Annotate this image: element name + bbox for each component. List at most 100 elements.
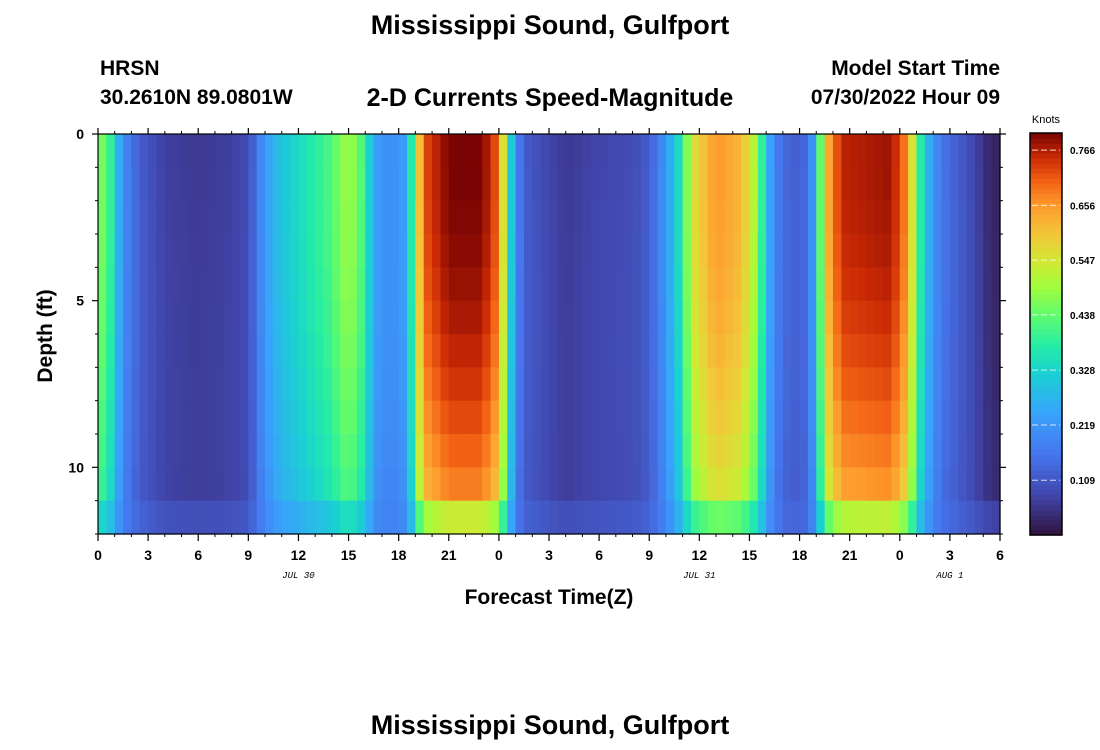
heatmap-cell bbox=[273, 400, 283, 435]
heatmap-cell bbox=[933, 134, 943, 168]
heatmap-cell bbox=[891, 167, 901, 202]
heatmap-cell bbox=[256, 367, 266, 402]
heatmap-cell bbox=[858, 434, 867, 468]
heatmap-cell bbox=[849, 267, 859, 302]
heatmap-cell bbox=[690, 234, 700, 268]
heatmap-cell bbox=[265, 467, 274, 502]
heatmap-cell bbox=[407, 300, 416, 335]
colorbar-segment bbox=[1030, 394, 1062, 400]
heatmap-cell bbox=[315, 167, 325, 202]
heatmap-cell bbox=[214, 400, 224, 435]
heatmap-cell bbox=[849, 200, 859, 235]
heatmap-cell bbox=[707, 134, 717, 168]
heatmap-cell bbox=[974, 367, 984, 402]
heatmap-cell bbox=[139, 434, 149, 468]
heatmap-cell bbox=[498, 167, 508, 202]
heatmap-cell bbox=[348, 500, 358, 535]
heatmap-cell bbox=[874, 200, 884, 235]
heatmap-cell bbox=[607, 367, 617, 402]
heatmap-cell bbox=[974, 500, 984, 535]
colorbar-segment bbox=[1030, 153, 1062, 159]
heatmap-cell bbox=[181, 500, 191, 535]
heatmap-cell bbox=[532, 200, 542, 235]
heatmap-cell bbox=[281, 400, 291, 435]
heatmap-cell bbox=[189, 167, 199, 202]
heatmap-cell bbox=[883, 500, 893, 535]
heatmap-cell bbox=[657, 300, 667, 335]
heatmap-cell bbox=[816, 467, 826, 502]
heatmap-cell bbox=[791, 434, 801, 468]
heatmap-cell bbox=[448, 467, 458, 502]
heatmap-cell bbox=[214, 467, 224, 502]
heatmap-cell bbox=[858, 400, 867, 435]
heatmap-cell bbox=[189, 367, 199, 402]
heatmap-cell bbox=[690, 200, 700, 235]
heatmap-cell bbox=[440, 267, 450, 302]
heatmap-cell bbox=[482, 300, 492, 335]
heatmap-cell bbox=[356, 200, 366, 235]
heatmap-cell bbox=[356, 434, 366, 468]
heatmap-cell bbox=[239, 134, 249, 168]
heatmap-cell bbox=[523, 500, 533, 535]
heatmap-cell bbox=[824, 400, 834, 435]
heatmap-cell bbox=[933, 400, 943, 435]
heatmap-cell bbox=[290, 267, 300, 302]
heatmap-cell bbox=[223, 500, 233, 535]
heatmap-cell bbox=[674, 234, 684, 268]
heatmap-cell bbox=[832, 400, 842, 435]
heatmap-cell bbox=[682, 334, 692, 368]
heatmap-cell bbox=[281, 167, 291, 202]
heatmap-cell bbox=[256, 334, 266, 368]
heatmap-cell bbox=[791, 367, 801, 402]
heatmap-cell bbox=[741, 467, 751, 502]
heatmap-cell bbox=[991, 267, 1001, 302]
heatmap-cell bbox=[958, 167, 968, 202]
heatmap-cell bbox=[874, 434, 884, 468]
heatmap-cell bbox=[649, 234, 659, 268]
heatmap-cell bbox=[532, 434, 542, 468]
heatmap-cell bbox=[699, 300, 709, 335]
heatmap-cell bbox=[356, 400, 366, 435]
heatmap-cell bbox=[315, 400, 325, 435]
heatmap-cell bbox=[908, 467, 918, 502]
heatmap-cell bbox=[473, 500, 483, 535]
heatmap-cell bbox=[832, 434, 842, 468]
colorbar-segment bbox=[1030, 464, 1062, 471]
heatmap-cell bbox=[624, 434, 634, 468]
heatmap-cell bbox=[749, 400, 759, 435]
heatmap-cell bbox=[323, 300, 333, 335]
heatmap-cell bbox=[365, 467, 375, 502]
heatmap-cell bbox=[874, 367, 884, 402]
heatmap-cell bbox=[657, 367, 667, 402]
heatmap-cell bbox=[239, 267, 249, 302]
heatmap-cell bbox=[214, 200, 224, 235]
heatmap-cell bbox=[248, 367, 258, 402]
heatmap-cell bbox=[574, 234, 584, 268]
heatmap-cell bbox=[440, 234, 450, 268]
heatmap-cell bbox=[131, 267, 141, 302]
heatmap-cell bbox=[189, 200, 199, 235]
heatmap-cell bbox=[373, 334, 383, 368]
heatmap-cell bbox=[139, 167, 149, 202]
heatmap-cell bbox=[983, 300, 993, 335]
heatmap-cell bbox=[766, 434, 776, 468]
x-tick-label: 3 bbox=[946, 547, 954, 563]
heatmap-cell bbox=[883, 434, 893, 468]
heatmap-cell bbox=[515, 467, 525, 502]
heatmap-cell bbox=[189, 267, 199, 302]
heatmap-cell bbox=[883, 400, 893, 435]
heatmap-cell bbox=[223, 167, 233, 202]
heatmap-cell bbox=[791, 134, 801, 168]
heatmap-cell bbox=[214, 334, 224, 368]
heatmap-cell bbox=[340, 334, 350, 368]
heatmap-cell bbox=[306, 200, 316, 235]
heatmap-cell bbox=[632, 134, 642, 168]
date-label: AUG 1 bbox=[935, 571, 963, 581]
heatmap-cell bbox=[381, 334, 391, 368]
heatmap-cell bbox=[290, 134, 300, 168]
heatmap-cell bbox=[966, 500, 976, 535]
heatmap-cell bbox=[407, 234, 416, 268]
heatmap-cell bbox=[515, 434, 525, 468]
heatmap-cell bbox=[933, 200, 943, 235]
heatmap-cell bbox=[791, 400, 801, 435]
